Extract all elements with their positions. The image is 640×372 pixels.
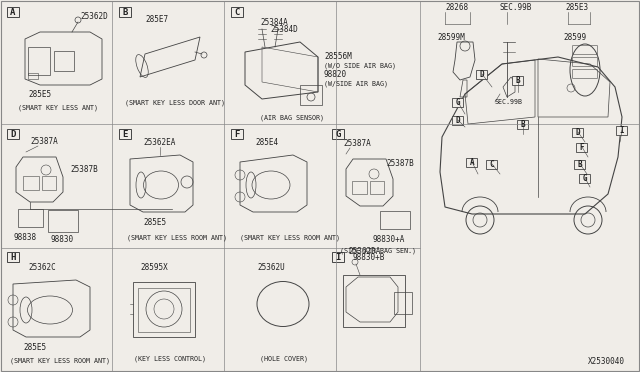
Bar [48,210,78,232]
Bar [54,51,74,71]
Bar [486,160,497,169]
Bar [7,252,19,262]
Text: D: D [10,129,16,138]
Bar [7,7,19,17]
Text: (SMART KEY LESS ROOM ANT): (SMART KEY LESS ROOM ANT) [240,234,340,241]
Text: 28595X: 28595X [140,263,168,272]
Text: 285E5: 285E5 [28,90,51,99]
Text: (W/O SIDE AIR BAG): (W/O SIDE AIR BAG) [324,62,396,68]
Text: 25362D: 25362D [80,12,108,21]
Bar [133,282,195,337]
Text: B: B [122,7,128,16]
Text: 98838: 98838 [13,233,36,242]
Bar [616,125,627,135]
Text: X2530040: X2530040 [588,357,625,366]
Bar [380,211,410,229]
Bar [119,129,131,139]
Text: SEC.99B: SEC.99B [500,3,532,12]
Text: B: B [521,119,525,128]
Bar [467,157,477,167]
Bar [7,129,19,139]
Bar [452,115,463,125]
Text: (SMART KEY LESS ROOM ANT): (SMART KEY LESS ROOM ANT) [10,357,110,363]
Text: 98830: 98830 [50,235,73,244]
Text: G: G [456,97,460,106]
Text: B: B [578,160,582,169]
Text: 28599M: 28599M [437,33,465,42]
Text: 25362DA: 25362DA [348,247,380,256]
Bar [231,129,243,139]
Text: 285E3: 285E3 [565,3,588,12]
Text: (SMART KEY LESS ANT): (SMART KEY LESS ANT) [18,104,98,110]
Bar [343,275,405,327]
Bar [370,181,384,194]
Bar [579,173,591,183]
Bar [352,181,367,194]
Text: (W/SIDE AIR BAG): (W/SIDE AIR BAG) [324,80,388,87]
Text: 25362U: 25362U [257,263,285,272]
Text: (AIR BAG SENSOR): (AIR BAG SENSOR) [260,114,324,121]
Bar [332,129,344,139]
Bar [119,7,131,17]
Bar [477,70,488,78]
Text: D: D [576,128,580,137]
Text: 285E5: 285E5 [143,218,166,227]
Bar [300,85,322,105]
Text: 25362EA: 25362EA [143,138,175,147]
Text: (SIDE AIR BAG SEN.): (SIDE AIR BAG SEN.) [340,247,416,253]
Text: 28599: 28599 [563,33,586,42]
Bar [332,252,344,262]
Text: (HOLE COVER): (HOLE COVER) [260,355,308,362]
Text: (SMART KEY LESS ROOM ANT): (SMART KEY LESS ROOM ANT) [127,234,227,241]
Text: A: A [470,157,474,167]
Text: I: I [620,125,624,135]
Text: H: H [10,253,16,262]
Text: G: G [582,173,588,183]
Text: 25387A: 25387A [343,139,371,148]
Text: 98830+A: 98830+A [373,235,405,244]
Text: 25384A: 25384A [260,18,288,27]
Text: C: C [490,160,494,169]
Bar [28,47,50,75]
Bar [573,128,584,137]
Bar [23,176,39,190]
Bar [518,119,529,128]
Text: B: B [516,76,520,84]
Text: I: I [335,253,340,262]
Text: 98830+B: 98830+B [353,253,385,262]
Text: C: C [234,7,240,16]
Bar [42,176,56,190]
Text: 25387B: 25387B [386,159,413,168]
Bar [575,160,586,169]
Text: 25384D: 25384D [270,25,298,34]
Text: F: F [580,142,584,151]
Text: 28556M: 28556M [324,52,352,61]
Text: (SMART KEY LESS DOOR ANT): (SMART KEY LESS DOOR ANT) [125,99,225,106]
Text: SEC.99B: SEC.99B [495,99,523,105]
Text: 25387A: 25387A [30,137,58,146]
Text: 28268: 28268 [445,3,468,12]
Bar [394,292,412,314]
Bar [577,142,588,151]
Bar [231,7,243,17]
Text: D: D [456,115,460,125]
Text: A: A [10,7,16,16]
Bar [513,76,524,84]
Text: 25362C: 25362C [28,263,56,272]
Bar [138,288,190,332]
Text: 285E4: 285E4 [255,138,278,147]
Text: F: F [234,129,240,138]
Text: D: D [480,70,484,78]
Text: G: G [335,129,340,138]
Bar [28,73,38,79]
Bar [452,97,463,106]
Text: E: E [122,129,128,138]
Text: 25387B: 25387B [70,165,98,174]
Text: 285E5: 285E5 [23,343,46,352]
Bar [18,209,43,227]
Text: 285E7: 285E7 [145,15,168,24]
Text: 98820: 98820 [324,70,347,79]
Text: (KEY LESS CONTROL): (KEY LESS CONTROL) [134,355,206,362]
